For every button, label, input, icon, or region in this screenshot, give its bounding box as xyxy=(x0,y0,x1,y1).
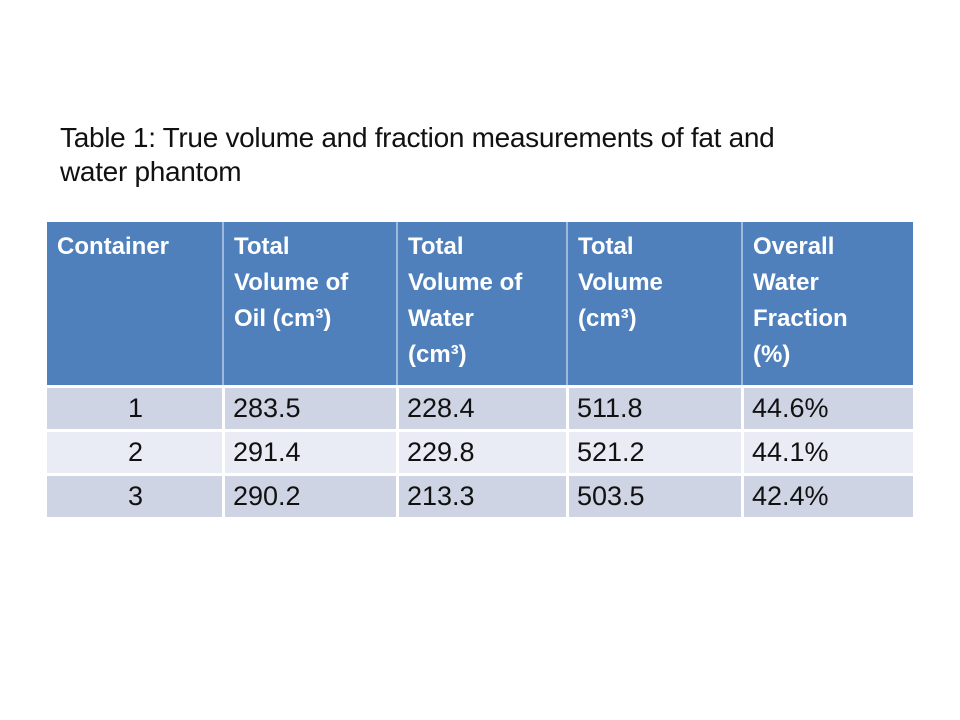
table-row: 1 283.5 228.4 511.8 44.6% xyxy=(47,385,913,429)
cell-total-volume: 521.2 xyxy=(566,429,741,473)
column-header-water-fraction: Overall Water Fraction (%) xyxy=(741,222,913,385)
cell-oil-volume: 283.5 xyxy=(222,385,396,429)
cell-water-volume: 213.3 xyxy=(396,473,566,517)
cell-water-volume: 229.8 xyxy=(396,429,566,473)
cell-oil-volume: 290.2 xyxy=(222,473,396,517)
cell-oil-volume: 291.4 xyxy=(222,429,396,473)
table-header-row: Container Total Volume of Oil (cm³) Tota… xyxy=(47,222,913,385)
cell-water-fraction: 42.4% xyxy=(741,473,913,517)
column-header-water-volume: Total Volume of Water (cm³) xyxy=(396,222,566,385)
column-header-oil-volume: Total Volume of Oil (cm³) xyxy=(222,222,396,385)
cell-container: 2 xyxy=(47,429,222,473)
cell-total-volume: 511.8 xyxy=(566,385,741,429)
column-header-total-volume: Total Volume (cm³) xyxy=(566,222,741,385)
cell-water-volume: 228.4 xyxy=(396,385,566,429)
cell-water-fraction: 44.1% xyxy=(741,429,913,473)
table-row: 2 291.4 229.8 521.2 44.1% xyxy=(47,429,913,473)
column-header-container: Container xyxy=(47,222,222,385)
cell-container: 3 xyxy=(47,473,222,517)
cell-water-fraction: 44.6% xyxy=(741,385,913,429)
measurements-table: Container Total Volume of Oil (cm³) Tota… xyxy=(47,222,913,517)
cell-total-volume: 503.5 xyxy=(566,473,741,517)
table-title: Table 1: True volume and fraction measur… xyxy=(60,122,775,187)
table-row: 3 290.2 213.3 503.5 42.4% xyxy=(47,473,913,517)
cell-container: 1 xyxy=(47,385,222,429)
